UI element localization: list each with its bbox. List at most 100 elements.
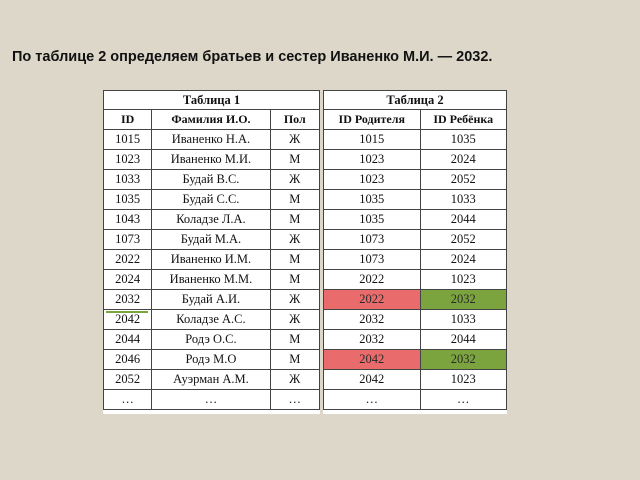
- table-2-parent-id-cell: 1023: [323, 149, 421, 170]
- table-1-name-cell: Будай А.И.: [151, 289, 271, 310]
- table-1-id-cell: 2044: [102, 329, 153, 350]
- table-2-child-id-cell: 1023: [419, 369, 508, 390]
- table-1-sex-cell: Ж: [269, 129, 321, 150]
- table-1-sex-cell: М: [269, 329, 321, 350]
- table-1-id-cell: 2032: [102, 289, 153, 310]
- table-2-child-id-cell: 2024: [419, 149, 508, 170]
- table-1: Таблица 1 ID Фамилия И.О. Пол 1015 Иванен…: [102, 90, 321, 410]
- table-1-name-cell: Иваненко М.М.: [151, 269, 271, 290]
- table-2-row: 1073 2024: [323, 249, 508, 270]
- table-2-row: 2042 1023: [323, 369, 508, 390]
- table-1-id-cell: 1023: [102, 149, 153, 170]
- table-1-name-cell: Коладзе Л.А.: [151, 209, 271, 230]
- table-1-sex-cell: М: [269, 249, 321, 270]
- table-2-child-id-cell: 2024: [419, 249, 508, 270]
- table-2: Таблица 2 ID Родителя ID Ребёнка 1015 103…: [323, 90, 508, 410]
- table-2-row: 1023 2052: [323, 169, 508, 190]
- table-1-name-cell: Иваненко М.И.: [151, 149, 271, 170]
- table-2-child-id-cell: 2044: [419, 329, 508, 350]
- table-1-header-sex: Пол: [269, 109, 321, 130]
- table-1-sex-cell: Ж: [269, 169, 321, 190]
- table-2-child-id-cell: 2052: [419, 229, 508, 250]
- table-1-name-cell: Родэ М.О: [151, 349, 271, 370]
- table-1-name-cell: …: [151, 389, 271, 410]
- table-2-parent-id-cell: 1023: [323, 169, 421, 190]
- table-2-row: 2032 2044: [323, 329, 508, 350]
- table-2-row: 2032 1033: [323, 309, 508, 330]
- table-2-row: 1015 1035: [323, 129, 508, 150]
- table-1-row: 1073 Будай М.А. Ж: [102, 229, 321, 250]
- table-2-child-id-cell: 2032: [419, 349, 508, 370]
- table-1-sex-cell: М: [269, 189, 321, 210]
- table-1-sex-cell: Ж: [269, 369, 321, 390]
- table-1-header-id: ID: [102, 109, 153, 130]
- table-1-header-name: Фамилия И.О.: [151, 109, 271, 130]
- table-1-row: 2024 Иваненко М.М. М: [102, 269, 321, 290]
- table-1-name-cell: Иваненко Н.А.: [151, 129, 271, 150]
- table-1-sex-cell: М: [269, 149, 321, 170]
- table-2-child-id-cell: 1033: [419, 189, 508, 210]
- table-1-sex-cell: М: [269, 349, 321, 370]
- table-2-header-parent: ID Родителя: [323, 109, 421, 130]
- table-1-body: 1015 Иваненко Н.А. Ж 1023 Иваненко М.И. М 1033…: [102, 129, 321, 410]
- table-1-row: 1035 Будай С.С. М: [102, 189, 321, 210]
- table-1-sex-cell: Ж: [269, 289, 321, 310]
- table-1-sex-cell: Ж: [269, 229, 321, 250]
- slide-heading: По таблице 2 определяем братьев и сестер…: [12, 49, 493, 65]
- table-1-id-cell: 2052: [102, 369, 153, 390]
- table-1-caption: Таблица 1: [103, 90, 320, 110]
- table-2-parent-id-cell: 2042: [323, 369, 421, 390]
- table-1-row: 2046 Родэ М.О М: [102, 349, 321, 370]
- table-2-parent-id-cell: 2032: [323, 329, 421, 350]
- table-2-child-id-cell: 2052: [419, 169, 508, 190]
- table-2-child-id-cell: 2044: [419, 209, 508, 230]
- table-1-name-cell: Коладзе А.С.: [151, 309, 271, 330]
- table-1-row: 2044 Родэ О.С. М: [102, 329, 321, 350]
- table-1-row: 2022 Иваненко И.М. М: [102, 249, 321, 270]
- table-2-caption: Таблица 2: [323, 90, 507, 110]
- table-1-row: 1023 Иваненко М.И. М: [102, 149, 321, 170]
- table-1-name-cell: Будай М.А.: [151, 229, 271, 250]
- table-2-body: 1015 1035 1023 2024 1023 2052 1035 1033 1035 2044…: [323, 129, 508, 410]
- table-1-name-cell: Ауэрман А.М.: [151, 369, 271, 390]
- table-1-id-cell: 1073: [102, 229, 153, 250]
- table-1-id-cell: …: [102, 389, 153, 410]
- table-1-row: 1015 Иваненко Н.А. Ж: [102, 129, 321, 150]
- table-1-sex-cell: М: [269, 209, 321, 230]
- table-1-id-cell: 1033: [102, 169, 153, 190]
- table-1-id-cell: 1043: [102, 209, 153, 230]
- table-1-row: 2052 Ауэрман А.М. Ж: [102, 369, 321, 390]
- table-2-header-child: ID Ребёнка: [419, 109, 508, 130]
- table-2-row: 2042 2032: [323, 349, 508, 370]
- table-2-row: 1073 2052: [323, 229, 508, 250]
- table-2-parent-id-cell: 1073: [323, 229, 421, 250]
- table-1-id-cell: 2024: [102, 269, 153, 290]
- table-1-id-cell: 1035: [102, 189, 153, 210]
- table-2-row: 1023 2024: [323, 149, 508, 170]
- table-1-name-cell: Иваненко И.М.: [151, 249, 271, 270]
- table-2-child-id-cell: 1023: [419, 269, 508, 290]
- table-1-id-cell: 1015: [102, 129, 153, 150]
- table-2-parent-id-cell: 1015: [323, 129, 421, 150]
- table-2-parent-id-cell: 2022: [323, 269, 421, 290]
- table-1-row: 1033 Будай В.С. Ж: [102, 169, 321, 190]
- table-1-name-cell: Будай С.С.: [151, 189, 271, 210]
- table-2-parent-id-cell: 1035: [323, 189, 421, 210]
- table-1-row: 2032 Будай А.И. Ж: [102, 289, 321, 310]
- table-1-id-cell: 2022: [102, 249, 153, 270]
- table-2-row: 1035 2044: [323, 209, 508, 230]
- table-2-parent-id-cell: 2032: [323, 309, 421, 330]
- table-2-row: 2022 2032: [323, 289, 508, 310]
- table-2-parent-id-cell: 2042: [323, 349, 421, 370]
- table-2-row: 2022 1023: [323, 269, 508, 290]
- table-1-row: ………: [102, 389, 321, 410]
- table-1-panel: Таблица 1 ID Фамилия И.О. Пол 1015 Иванен…: [102, 90, 321, 414]
- green-underline-mark: [106, 311, 148, 313]
- table-1-name-cell: Родэ О.С.: [151, 329, 271, 350]
- table-1-id-cell: 2046: [102, 349, 153, 370]
- table-2-panel: Таблица 2 ID Родителя ID Ребёнка 1015 103…: [323, 90, 508, 414]
- table-1-sex-cell: М: [269, 269, 321, 290]
- table-2-child-id-cell: …: [419, 389, 508, 410]
- table-2-child-id-cell: 1035: [419, 129, 508, 150]
- table-2-row: ……: [323, 389, 508, 410]
